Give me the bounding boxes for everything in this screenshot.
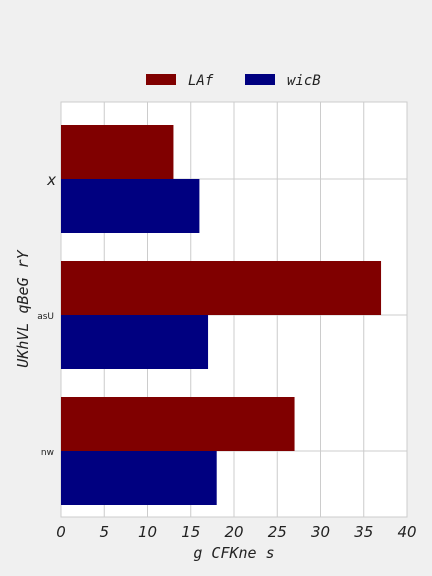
x-tick-labels: 0 5 10 15 20 25 30 35 40 — [56, 523, 416, 541]
x-tick-label: 25 — [268, 523, 287, 541]
x-tick-label: 10 — [138, 523, 157, 541]
legend-swatch-wicb — [245, 74, 275, 85]
bar-laf-asu — [61, 261, 382, 315]
x-tick-label: 35 — [354, 523, 373, 541]
x-tick-label: 15 — [181, 523, 200, 541]
x-tick-label: 5 — [99, 523, 109, 541]
legend-label-laf: LAf — [188, 73, 214, 89]
y-axis-label: UKhVL qBeG rY — [14, 249, 32, 367]
y-tick-labels: x asU nw — [37, 171, 56, 458]
y-tick-label: asU — [37, 312, 54, 322]
x-tick-label: 30 — [311, 523, 330, 541]
legend-swatch-laf — [146, 74, 176, 85]
bar-wicb-asu — [61, 315, 209, 369]
legend: LAf wicB — [146, 73, 321, 89]
x-axis-label: g CFKne s — [193, 544, 274, 562]
bar-wicb-nw — [61, 451, 217, 505]
x-tick-label: 0 — [56, 523, 66, 541]
y-tick-label: nw — [41, 448, 54, 458]
bar-laf-nw — [61, 397, 295, 451]
y-tick-label: x — [46, 171, 56, 189]
bar-laf-x — [61, 125, 174, 179]
bar-wicb-x — [61, 179, 200, 233]
x-tick-label: 20 — [224, 523, 243, 541]
legend-label-wicb: wicB — [287, 73, 321, 89]
bars — [61, 125, 382, 505]
x-tick-label: 40 — [397, 523, 416, 541]
